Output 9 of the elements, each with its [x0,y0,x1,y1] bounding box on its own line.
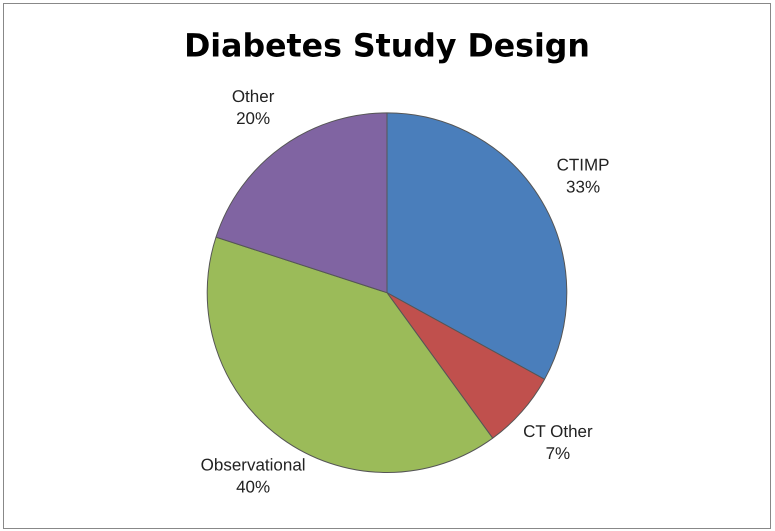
data-label: 20% [236,109,270,128]
data-label: 40% [236,478,270,497]
slice-label: Other [232,87,275,106]
data-label: 7% [546,444,570,464]
chart-title: Diabetes Study Design [184,27,590,65]
slice-label: CT Other [523,422,594,442]
data-label: 33% [566,177,600,196]
slice-label: CTIMP [556,155,610,174]
slice-label: Observational [200,456,306,475]
